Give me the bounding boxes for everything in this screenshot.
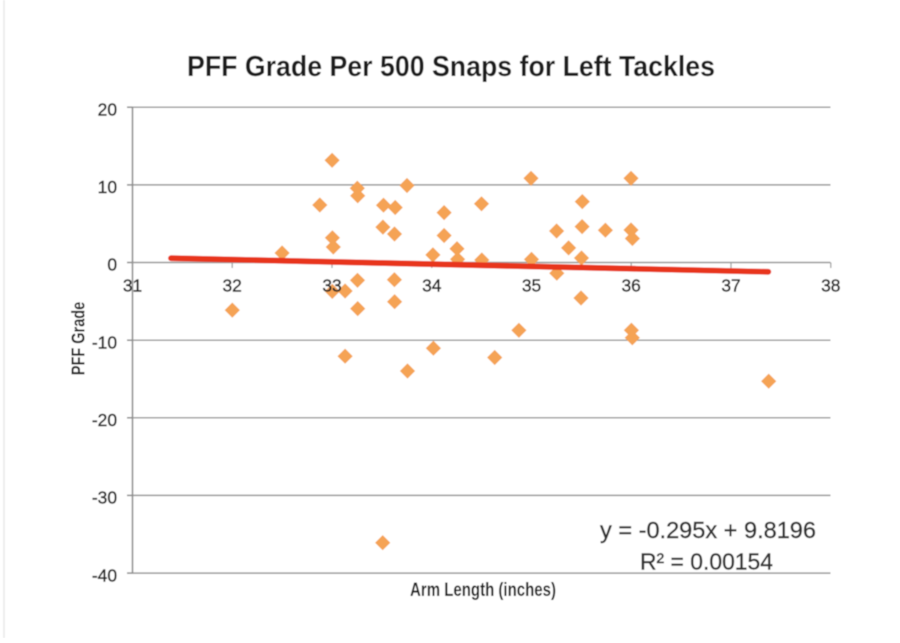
svg-text:y = -0.295x + 9.8196: y = -0.295x + 9.8196 bbox=[600, 517, 816, 543]
svg-text:PFF Grade Per 500 Snaps for Le: PFF Grade Per 500 Snaps for Left Tackles bbox=[187, 51, 715, 83]
svg-text:38: 38 bbox=[821, 276, 840, 296]
svg-text:31: 31 bbox=[123, 276, 142, 296]
svg-text:34: 34 bbox=[422, 276, 442, 296]
svg-text:35: 35 bbox=[522, 276, 541, 296]
svg-text:37: 37 bbox=[721, 276, 740, 296]
svg-text:-20: -20 bbox=[92, 410, 117, 430]
svg-text:Arm Length (inches): Arm Length (inches) bbox=[410, 580, 556, 601]
svg-text:0: 0 bbox=[107, 255, 117, 275]
svg-text:-30: -30 bbox=[92, 488, 117, 508]
svg-text:20: 20 bbox=[98, 99, 117, 119]
svg-text:36: 36 bbox=[622, 276, 641, 296]
svg-text:32: 32 bbox=[223, 276, 242, 296]
svg-text:33: 33 bbox=[322, 276, 341, 296]
svg-text:10: 10 bbox=[98, 177, 117, 197]
svg-text:PFF Grade: PFF Grade bbox=[69, 302, 89, 376]
svg-text:-10: -10 bbox=[92, 332, 117, 352]
svg-text:R² = 0.00154: R² = 0.00154 bbox=[640, 549, 773, 575]
svg-text:-40: -40 bbox=[92, 565, 117, 585]
